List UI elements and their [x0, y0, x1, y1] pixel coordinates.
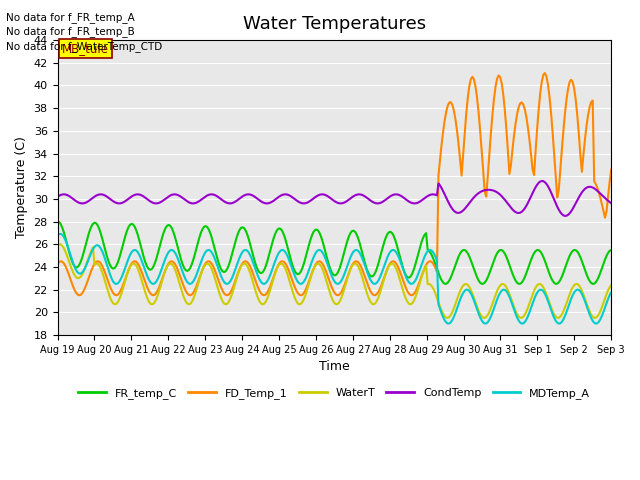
Legend: FR_temp_C, FD_Temp_1, WaterT, CondTemp, MDTemp_A: FR_temp_C, FD_Temp_1, WaterT, CondTemp, … [74, 384, 595, 403]
Text: No data for f_FR_temp_B: No data for f_FR_temp_B [6, 26, 135, 37]
Text: No data for f_FR_temp_A: No data for f_FR_temp_A [6, 12, 135, 23]
Title: Water Temperatures: Water Temperatures [243, 15, 426, 33]
Text: No data for f_WaterTemp_CTD: No data for f_WaterTemp_CTD [6, 41, 163, 52]
X-axis label: Time: Time [319, 360, 349, 373]
Text: MB_tule: MB_tule [62, 42, 109, 55]
Y-axis label: Temperature (C): Temperature (C) [15, 137, 28, 239]
